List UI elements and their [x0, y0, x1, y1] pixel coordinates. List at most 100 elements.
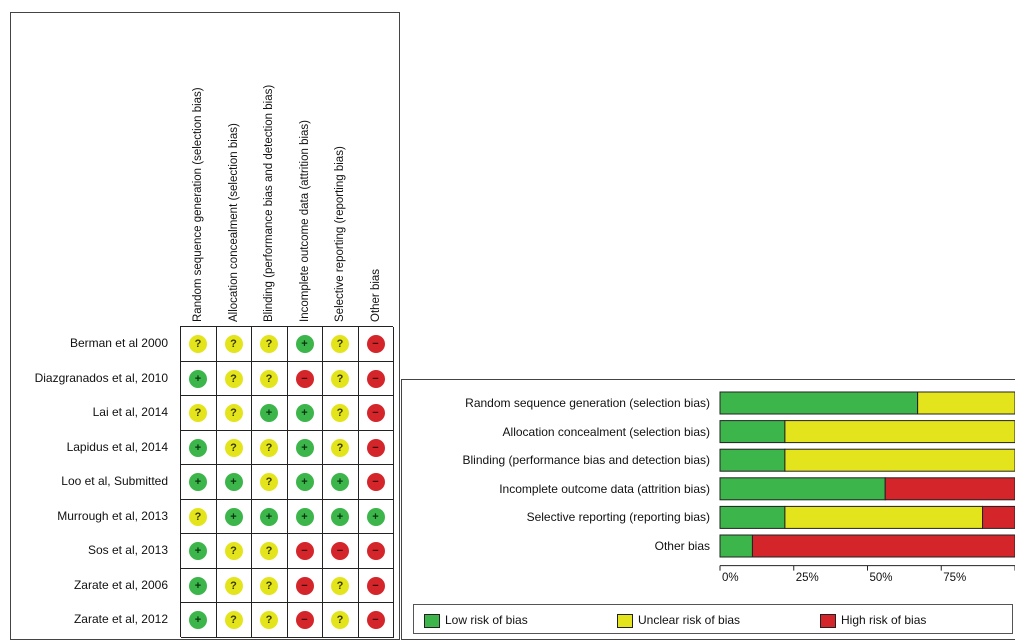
legend-swatch-unclear [617, 613, 633, 628]
legend-swatch-high [820, 613, 836, 628]
rating-low-icon: + [224, 507, 243, 526]
rating-cell: + [287, 499, 323, 534]
rating-low-icon: + [331, 473, 349, 491]
x-tick-label: 75% [943, 571, 967, 584]
rating-unclear-icon: ? [331, 369, 349, 388]
rating-unclear-icon: ? [189, 507, 207, 526]
rating-cell: − [287, 603, 323, 638]
rating-cell: − [358, 534, 394, 569]
rating-unclear-icon: ? [224, 369, 243, 388]
risk-of-bias-graph-panel [401, 379, 1015, 640]
rating-unclear-icon: ? [260, 576, 278, 595]
rating-unclear-icon: ? [260, 542, 278, 560]
x-tick-label: 50% [869, 571, 893, 584]
rating-cell: ? [323, 396, 359, 431]
rating-cell: ? [252, 534, 288, 569]
rating-unclear-icon: ? [331, 438, 349, 457]
rating-cell: ? [252, 568, 288, 603]
rating-cell: − [358, 361, 394, 396]
rating-cell: ? [216, 327, 252, 362]
rating-unclear-icon: ? [331, 404, 349, 422]
legend-label-low: Low risk of bias [445, 613, 528, 627]
rating-cell: ? [181, 396, 217, 431]
rating-unclear-icon: ? [260, 473, 278, 491]
legend-item-low: Low risk of bias [424, 612, 528, 628]
bar-category-label: Selective reporting (reporting bias) [526, 510, 710, 525]
rating-unclear-icon: ? [224, 576, 243, 595]
rating-cell: ? [252, 603, 288, 638]
rating-cell: + [181, 465, 217, 500]
rating-cell: − [358, 396, 394, 431]
rating-cell: + [252, 396, 288, 431]
study-label: Murrough et al, 2013 [57, 508, 168, 523]
legend-label-unclear: Unclear risk of bias [638, 613, 741, 627]
rating-cell: ? [323, 430, 359, 465]
study-label: Zarate et al, 2006 [73, 577, 168, 592]
rating-cell: ? [216, 396, 252, 431]
rating-cell: − [358, 465, 394, 500]
rating-low-icon: + [295, 335, 314, 353]
rating-cell: + [181, 534, 217, 569]
rating-cell: ? [252, 430, 288, 465]
x-tick-label: 25% [795, 571, 819, 584]
rating-cell: − [358, 603, 394, 638]
rating-cell: + [216, 465, 252, 500]
bar-category-label: Blinding (performance bias and detection… [462, 453, 710, 468]
bar-category-label: Other bias [654, 539, 710, 553]
rating-cell: + [287, 430, 323, 465]
rating-cell: ? [216, 603, 252, 638]
study-label: Lai et al, 2014 [92, 405, 168, 419]
study-label: Loo et al, Submitted [61, 474, 168, 488]
study-label: Berman et al 2000 [69, 336, 168, 350]
rating-unclear-icon: ? [331, 611, 349, 629]
rating-cell: − [323, 534, 359, 569]
rating-cell: ? [252, 465, 288, 500]
rating-cell: ? [216, 534, 252, 569]
rating-high-icon: − [331, 542, 349, 560]
rating-unclear-icon: ? [224, 438, 243, 457]
rating-unclear-icon: ? [189, 404, 207, 422]
study-label: Zarate et al, 2012 [73, 612, 168, 626]
rating-low-icon: + [224, 473, 243, 491]
rating-low-icon: + [295, 438, 314, 457]
rating-high-icon: − [295, 542, 314, 560]
rating-low-icon: + [295, 507, 314, 526]
rating-high-icon: − [366, 542, 385, 560]
rating-unclear-icon: ? [260, 611, 278, 629]
study-label: Sos et al, 2013 [87, 543, 168, 557]
rating-low-icon: + [366, 507, 385, 526]
rating-low-icon: + [189, 438, 207, 457]
rating-cell: ? [181, 327, 217, 362]
rating-cell: ? [252, 327, 288, 362]
rating-high-icon: − [295, 576, 314, 595]
rating-cell: − [287, 361, 323, 396]
rating-unclear-icon: ? [189, 335, 207, 353]
rating-low-icon: + [331, 507, 349, 526]
summary-grid: ??? +? − +?? −? −?? + +? − +?? +? − + +? + + −? + + + + + +?? −… [180, 326, 394, 638]
rating-high-icon: − [366, 404, 385, 422]
bar-category-label: Allocation concealment (selection bias) [502, 424, 710, 439]
x-tick-label: 0% [722, 571, 739, 584]
risk-of-bias-summary-panel [10, 12, 400, 640]
rating-unclear-icon: ? [260, 369, 278, 388]
rating-unclear-icon: ? [331, 576, 349, 595]
study-label: Diazgranados et al, 2010 [34, 370, 168, 385]
bar-category-label: Random sequence generation (selection bi… [465, 396, 710, 410]
rating-cell: ? [252, 361, 288, 396]
rating-unclear-icon: ? [224, 335, 243, 353]
rating-cell: + [181, 430, 217, 465]
rating-unclear-icon: ? [224, 611, 243, 629]
rating-unclear-icon: ? [260, 438, 278, 457]
column-header: Blinding (performance bias and detection… [263, 84, 275, 322]
rating-low-icon: + [189, 542, 207, 560]
column-header: Other bias [369, 268, 382, 322]
rating-cell: ? [323, 603, 359, 638]
rating-low-icon: + [260, 404, 278, 422]
rating-low-icon: + [260, 507, 278, 526]
rating-cell: − [287, 534, 323, 569]
rating-low-icon: + [295, 473, 314, 491]
rating-cell: ? [216, 430, 252, 465]
legend-item-high: High risk of bias [820, 612, 926, 628]
rating-low-icon: + [189, 473, 207, 491]
rating-cell: ? [323, 327, 359, 362]
